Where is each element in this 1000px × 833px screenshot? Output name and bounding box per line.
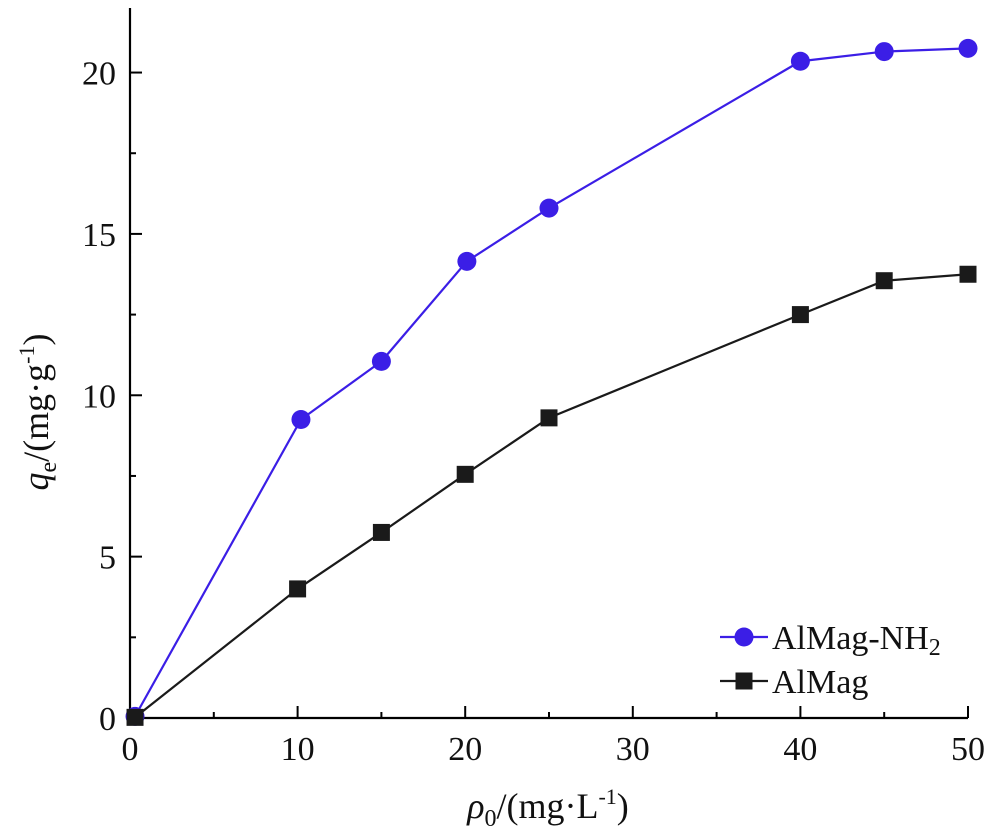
y-tick-label: 0 (99, 701, 116, 738)
data-point (791, 306, 809, 324)
data-point (456, 465, 474, 483)
legend-label: AlMag-NH2 (772, 620, 941, 661)
data-point (875, 272, 893, 290)
legend-entry: AlMag-NH2 (720, 620, 941, 661)
data-point (539, 198, 559, 218)
series-2 (126, 265, 977, 726)
series-line (134, 47, 969, 717)
series-1 (125, 38, 978, 726)
data-point (540, 409, 558, 427)
x-tick-label: 50 (951, 731, 985, 768)
x-tick-label: 20 (448, 731, 482, 768)
x-tick-label: 30 (616, 731, 650, 768)
legend-entry: AlMag (720, 664, 868, 701)
data-point (371, 351, 391, 371)
legend-marker (734, 627, 754, 647)
data-point (372, 523, 390, 541)
y-tick-label: 15 (82, 217, 116, 254)
data-point (874, 42, 894, 62)
data-point (959, 265, 977, 283)
y-axis-title: qe/(mg·g-1) (14, 334, 62, 491)
y-tick-label: 10 (82, 378, 116, 415)
y-tick-label: 5 (99, 540, 116, 577)
x-tick-label: 10 (281, 731, 315, 768)
x-axis-title: ρ0/(mg·L-1) (466, 784, 629, 832)
legend-marker (735, 672, 753, 690)
data-point (958, 38, 978, 58)
data-point (126, 708, 144, 726)
legend-label: AlMag (772, 664, 868, 701)
data-point (790, 51, 810, 71)
data-point (291, 409, 311, 429)
axes: 0 10 20 30 40 50 0 5 10 15 20 (82, 8, 985, 768)
data-point (289, 580, 307, 598)
x-tick-label: 40 (783, 731, 817, 768)
series-line (134, 273, 969, 719)
y-tick-label: 20 (82, 56, 116, 93)
data-point (457, 251, 477, 271)
x-tick-label: 0 (122, 731, 139, 768)
series-layer (125, 38, 978, 726)
